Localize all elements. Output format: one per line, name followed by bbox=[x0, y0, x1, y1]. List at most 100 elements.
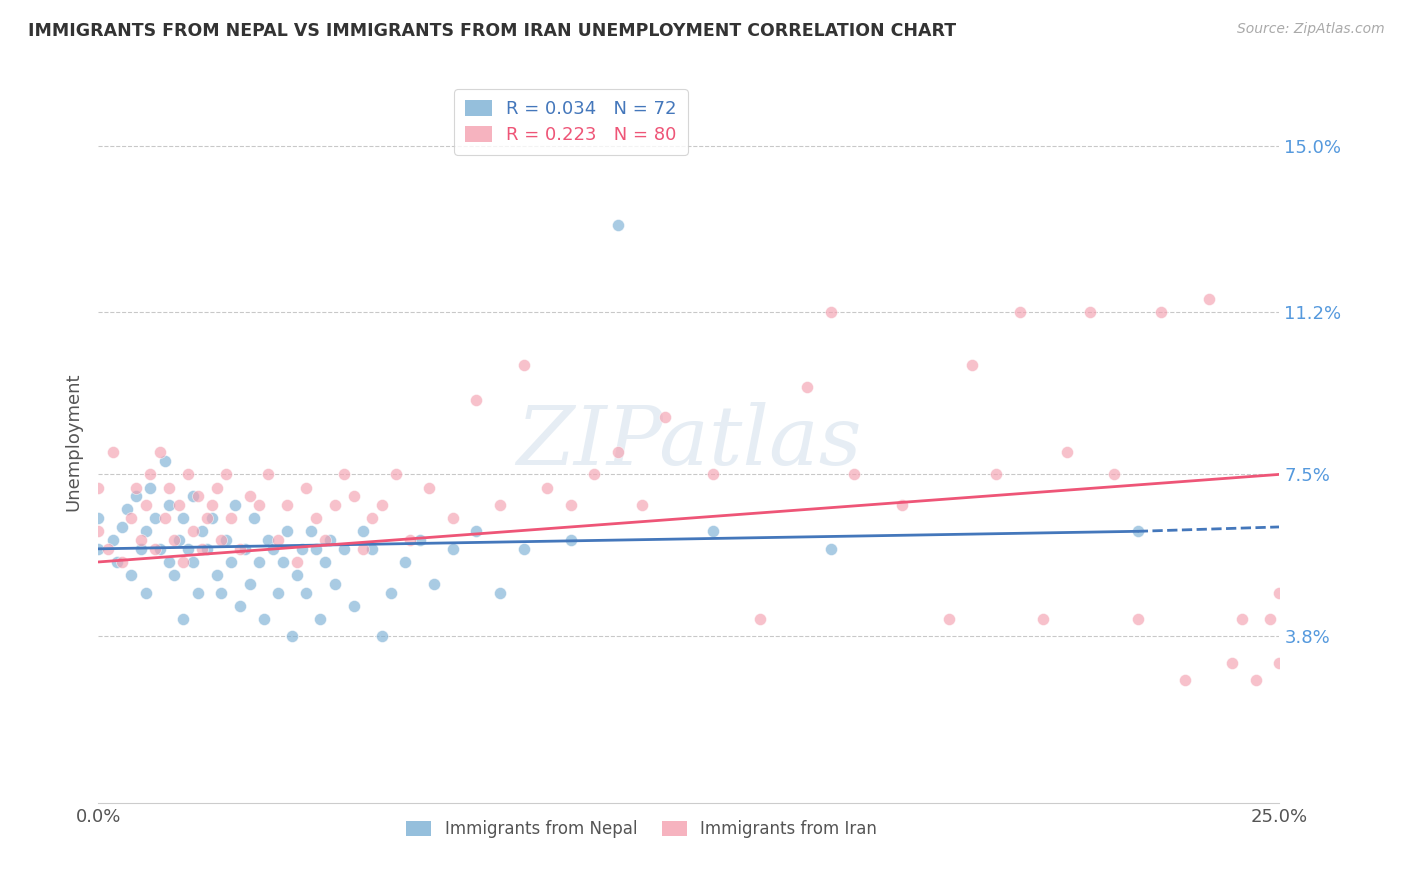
Point bbox=[1198, 292, 1220, 306]
Point bbox=[323, 577, 346, 591]
Point bbox=[215, 533, 238, 547]
Point bbox=[229, 599, 252, 613]
Point bbox=[285, 568, 308, 582]
Point bbox=[129, 541, 152, 556]
Point bbox=[149, 541, 172, 556]
Point bbox=[1230, 612, 1253, 626]
Point bbox=[748, 612, 770, 626]
Point bbox=[938, 612, 960, 626]
Text: Source: ZipAtlas.com: Source: ZipAtlas.com bbox=[1237, 22, 1385, 37]
Point bbox=[177, 541, 200, 556]
Point bbox=[630, 498, 652, 512]
Point bbox=[115, 502, 138, 516]
Point bbox=[844, 467, 866, 482]
Y-axis label: Unemployment: Unemployment bbox=[65, 372, 83, 511]
Point bbox=[305, 511, 328, 525]
Point bbox=[820, 541, 842, 556]
Point bbox=[101, 445, 124, 459]
Point bbox=[399, 533, 422, 547]
Point bbox=[319, 533, 342, 547]
Point bbox=[177, 467, 200, 482]
Point bbox=[219, 555, 242, 569]
Point bbox=[394, 555, 416, 569]
Point bbox=[239, 577, 262, 591]
Point bbox=[290, 541, 312, 556]
Point bbox=[135, 585, 157, 599]
Point bbox=[205, 568, 228, 582]
Point bbox=[167, 498, 190, 512]
Point bbox=[125, 481, 148, 495]
Point bbox=[1056, 445, 1078, 459]
Point bbox=[172, 555, 194, 569]
Point bbox=[153, 511, 176, 525]
Point bbox=[224, 498, 246, 512]
Point bbox=[1126, 612, 1149, 626]
Point bbox=[309, 612, 332, 626]
Point bbox=[1268, 656, 1291, 670]
Point bbox=[87, 481, 110, 495]
Text: ZIPatlas: ZIPatlas bbox=[516, 401, 862, 482]
Point bbox=[1174, 673, 1197, 688]
Point bbox=[215, 467, 238, 482]
Point bbox=[163, 568, 186, 582]
Point bbox=[285, 555, 308, 569]
Point bbox=[87, 541, 110, 556]
Point bbox=[1126, 524, 1149, 539]
Point bbox=[295, 585, 318, 599]
Point bbox=[262, 541, 284, 556]
Point bbox=[143, 511, 166, 525]
Point bbox=[267, 533, 290, 547]
Point bbox=[135, 498, 157, 512]
Point bbox=[111, 520, 134, 534]
Point bbox=[583, 467, 606, 482]
Point bbox=[191, 524, 214, 539]
Point bbox=[172, 612, 194, 626]
Point bbox=[276, 498, 298, 512]
Point bbox=[489, 498, 512, 512]
Point bbox=[423, 577, 446, 591]
Point bbox=[1102, 467, 1125, 482]
Point bbox=[441, 511, 464, 525]
Point bbox=[101, 533, 124, 547]
Point bbox=[121, 511, 143, 525]
Point bbox=[299, 524, 322, 539]
Point bbox=[172, 511, 194, 525]
Point bbox=[305, 541, 328, 556]
Point bbox=[195, 511, 218, 525]
Point bbox=[87, 524, 110, 539]
Point bbox=[219, 511, 242, 525]
Point bbox=[560, 498, 582, 512]
Point bbox=[105, 555, 128, 569]
Point bbox=[820, 305, 842, 319]
Point bbox=[209, 585, 232, 599]
Point bbox=[1008, 305, 1031, 319]
Point bbox=[441, 541, 464, 556]
Text: IMMIGRANTS FROM NEPAL VS IMMIGRANTS FROM IRAN UNEMPLOYMENT CORRELATION CHART: IMMIGRANTS FROM NEPAL VS IMMIGRANTS FROM… bbox=[28, 22, 956, 40]
Point bbox=[342, 489, 364, 503]
Point bbox=[1258, 612, 1281, 626]
Point bbox=[271, 555, 294, 569]
Point bbox=[181, 555, 204, 569]
Point bbox=[257, 533, 280, 547]
Point bbox=[257, 467, 280, 482]
Point bbox=[153, 454, 176, 468]
Point bbox=[181, 489, 204, 503]
Point bbox=[157, 498, 180, 512]
Point bbox=[890, 498, 912, 512]
Point bbox=[139, 467, 162, 482]
Point bbox=[512, 541, 534, 556]
Point bbox=[121, 568, 143, 582]
Point bbox=[201, 511, 224, 525]
Point bbox=[385, 467, 408, 482]
Point bbox=[380, 585, 402, 599]
Point bbox=[111, 555, 134, 569]
Point bbox=[1032, 612, 1054, 626]
Legend: Immigrants from Nepal, Immigrants from Iran: Immigrants from Nepal, Immigrants from I… bbox=[399, 814, 884, 845]
Point bbox=[314, 533, 336, 547]
Point bbox=[135, 524, 157, 539]
Point bbox=[195, 541, 218, 556]
Point bbox=[143, 541, 166, 556]
Point bbox=[465, 524, 488, 539]
Point bbox=[247, 555, 270, 569]
Point bbox=[87, 511, 110, 525]
